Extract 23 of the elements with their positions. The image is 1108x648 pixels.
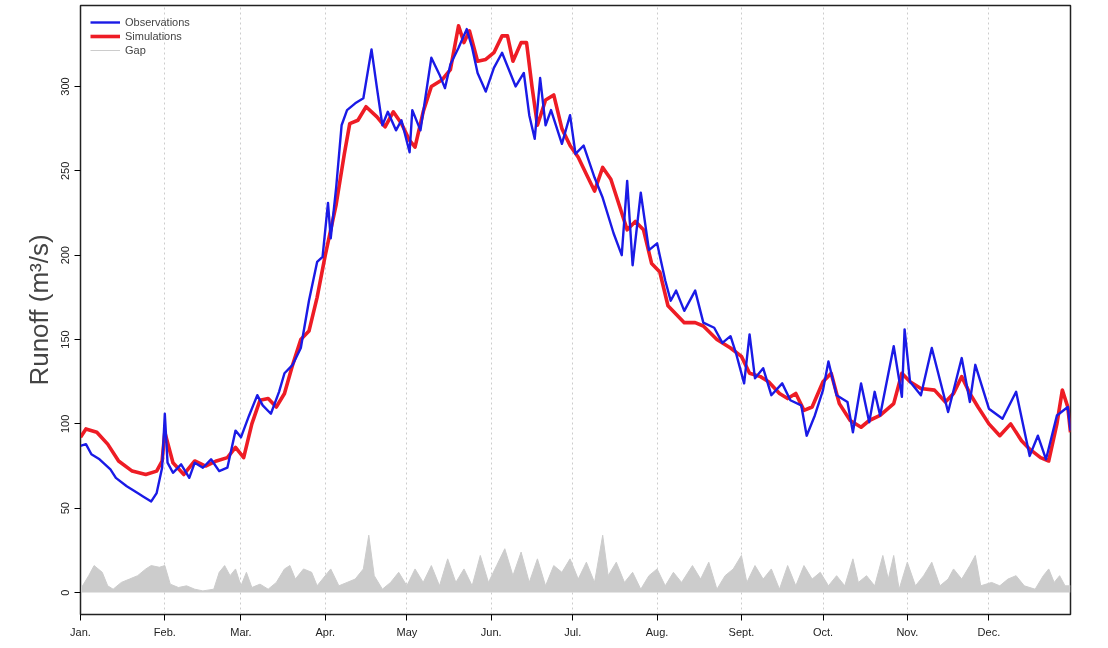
x-tick-label: Apr. <box>315 625 336 638</box>
x-tick-label: Aug. <box>645 625 669 638</box>
y-tick-label: 300 <box>59 77 72 96</box>
legend-label: Gap <box>125 43 146 57</box>
x-tick-label: Jan. <box>70 625 91 638</box>
y-tick-label: 100 <box>59 414 72 434</box>
y-tick-label: 0 <box>59 589 72 596</box>
y-tick-label: 200 <box>59 245 72 265</box>
x-tick-label: Sept. <box>728 625 755 638</box>
y-tick-label: 50 <box>59 502 72 515</box>
x-tick-label: May <box>396 625 418 638</box>
x-tick-label: Nov. <box>896 625 919 638</box>
x-tick-label: Dec. <box>977 625 1001 638</box>
legend-label: Observations <box>125 15 190 29</box>
x-tick-label: Jun. <box>480 625 502 638</box>
y-tick-label: 150 <box>59 330 72 349</box>
x-tick-label: Mar. <box>230 625 252 638</box>
x-tick-label: Oct. <box>812 625 834 638</box>
x-tick-label: Feb. <box>153 625 176 638</box>
x-tick-label: Jul. <box>564 625 582 638</box>
y-axis-title: Runoff (m³/s) <box>23 234 54 386</box>
legend-label: Simulations <box>125 29 182 43</box>
y-tick-label: 250 <box>59 161 72 180</box>
